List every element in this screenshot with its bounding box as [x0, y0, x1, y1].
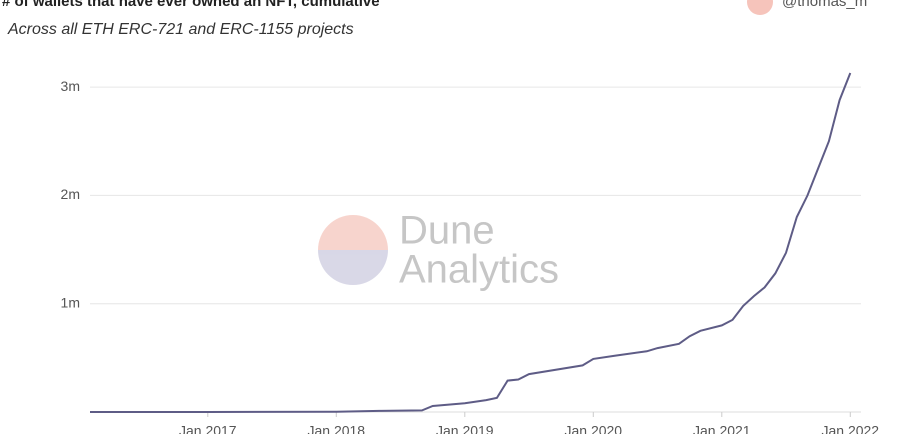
watermark: Dune Analytics	[318, 209, 559, 292]
y-tick-label: 1m	[61, 294, 80, 310]
author-avatar	[747, 0, 773, 15]
x-tick-label: Jan 2018	[307, 423, 365, 434]
author: @thomas_m	[782, 0, 867, 10]
watermark-text: Dune	[399, 209, 495, 253]
x-tick-label: Jan 2022	[821, 423, 879, 434]
x-tick-label: Jan 2021	[693, 423, 751, 434]
chart-title: # of wallets that have ever owned an NFT…	[2, 0, 380, 10]
data-line	[90, 72, 852, 413]
watermark-logo-bottom	[318, 250, 388, 285]
x-tick-label: Jan 2020	[564, 423, 622, 434]
chart-subtitle: Across all ETH ERC-721 and ERC-1155 proj…	[7, 21, 354, 38]
x-tick-label: Jan 2017	[179, 423, 237, 434]
watermark-logo-top	[318, 215, 388, 250]
y-tick-label: 2m	[61, 186, 80, 202]
y-tick-label: 3m	[61, 78, 80, 94]
x-tick-label: Jan 2019	[436, 423, 494, 434]
watermark-text: Analytics	[399, 248, 559, 292]
